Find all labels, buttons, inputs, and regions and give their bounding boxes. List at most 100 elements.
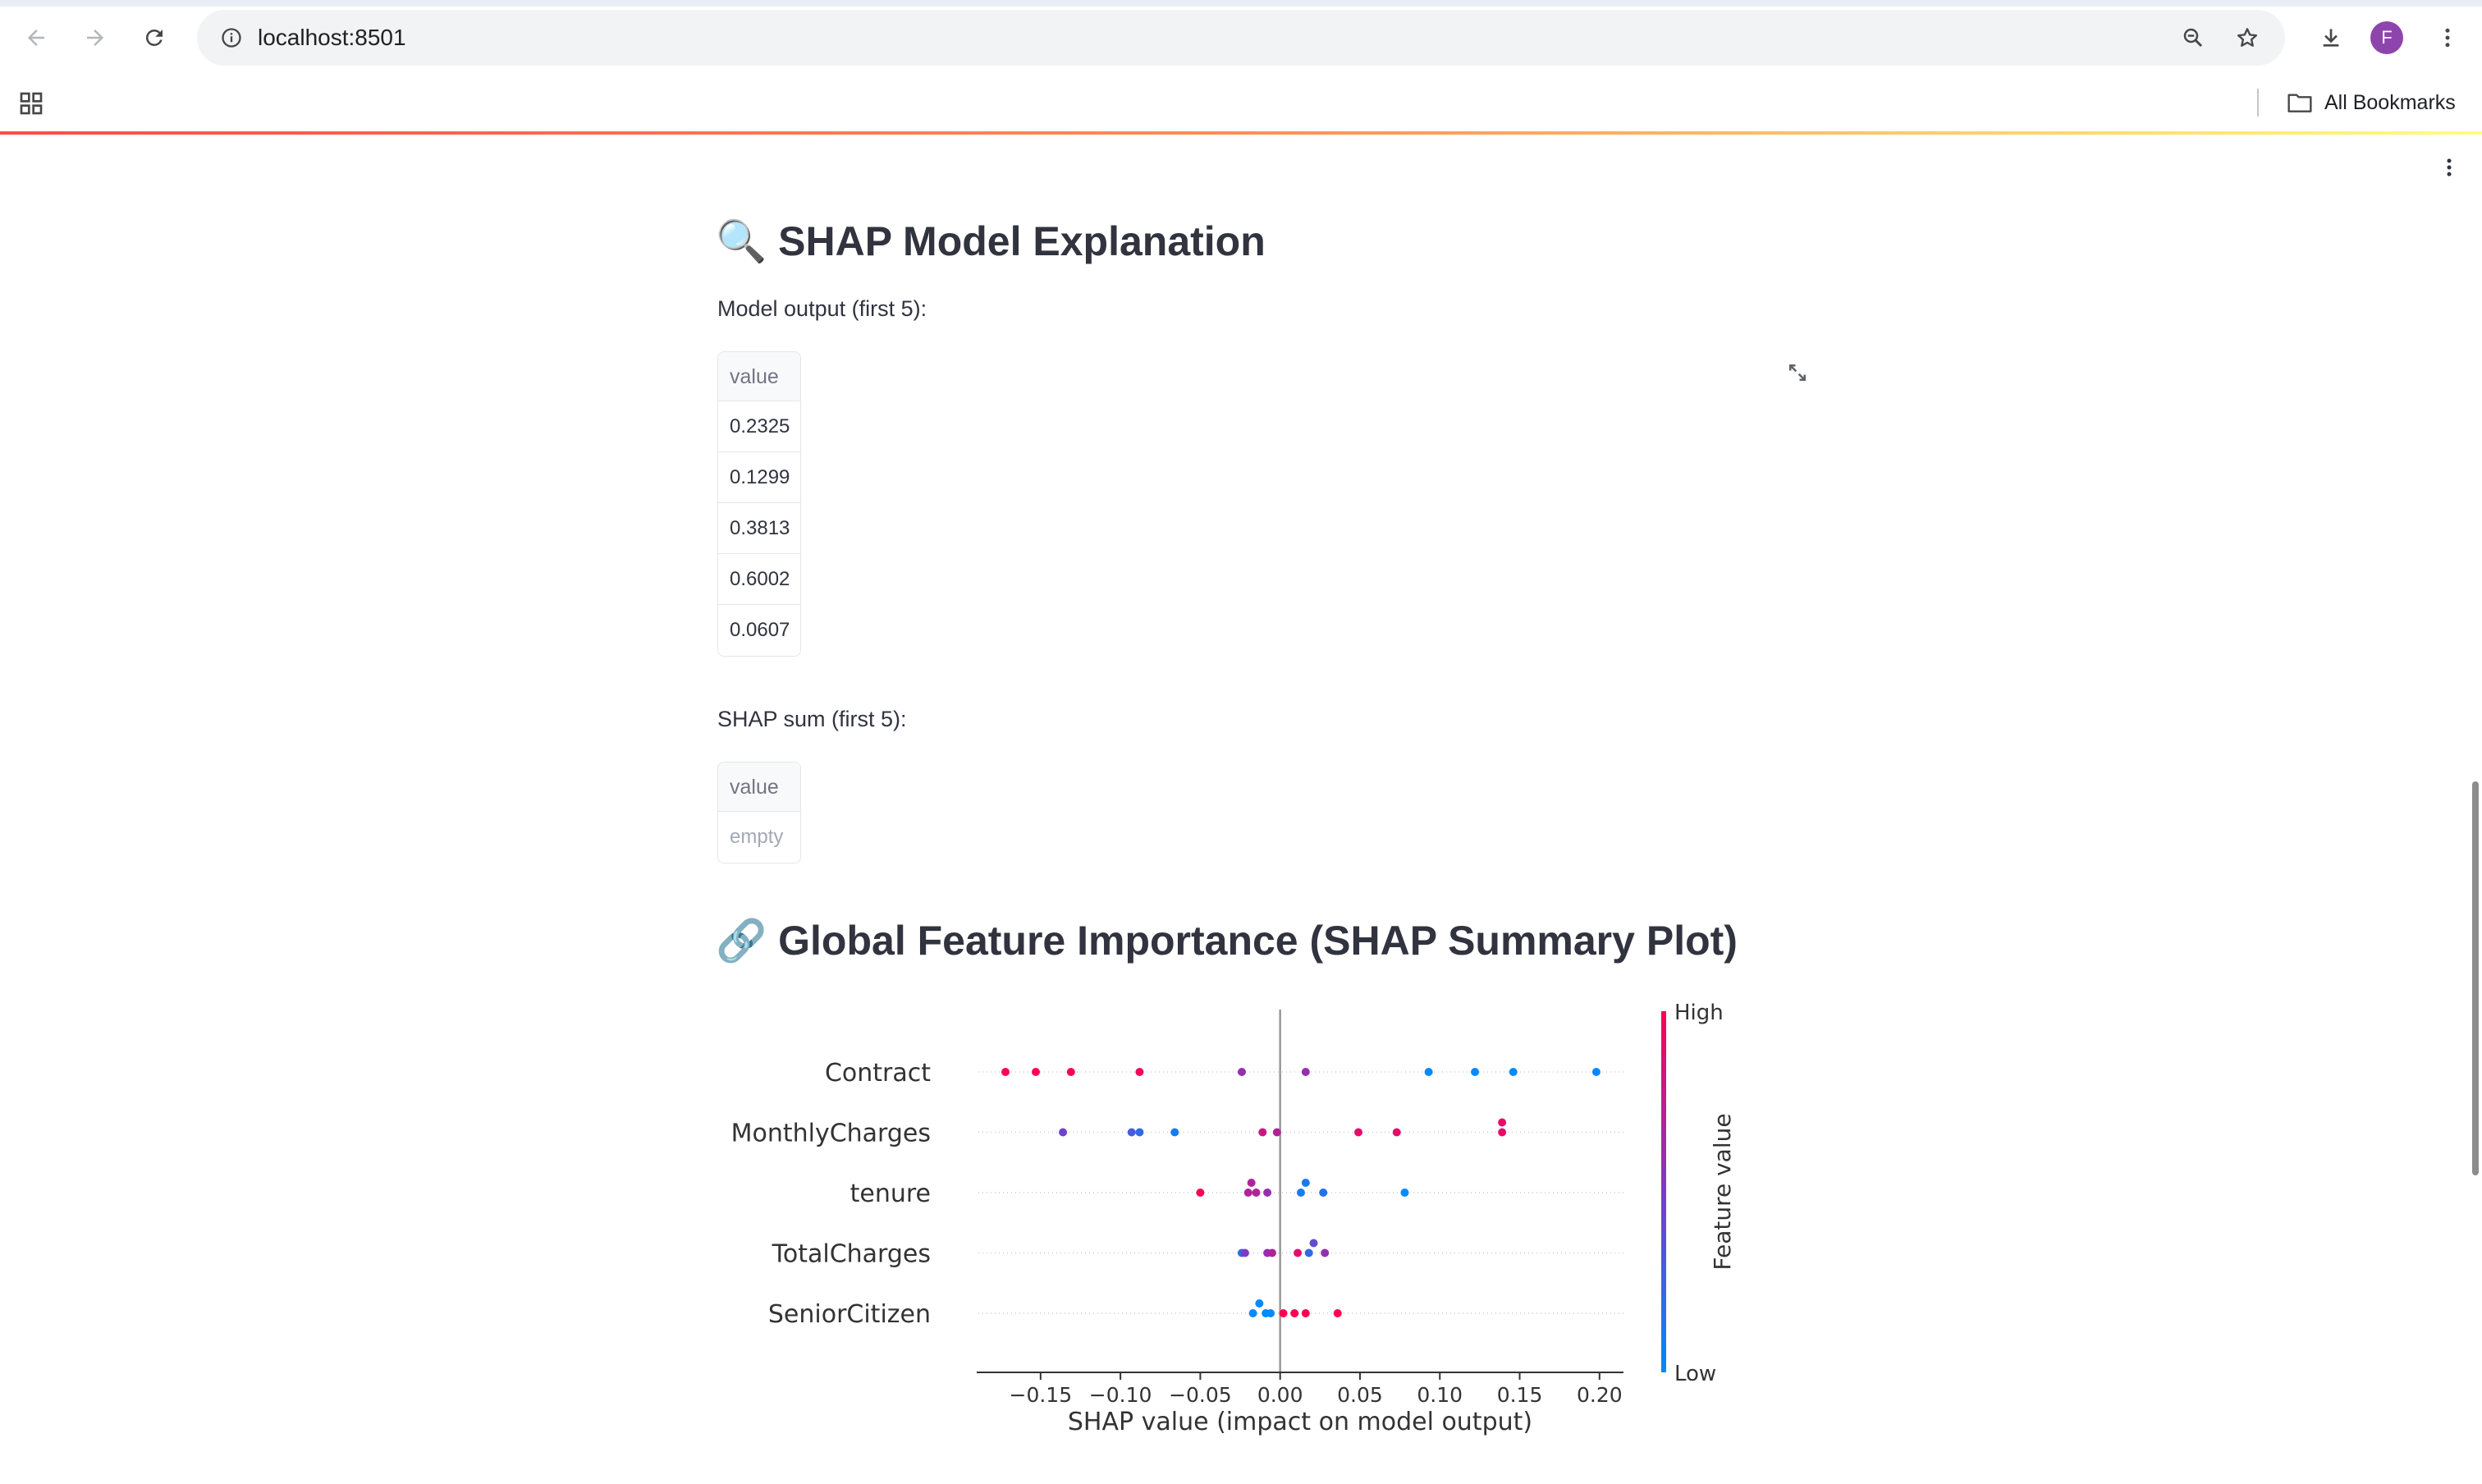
shap-point — [1258, 1128, 1267, 1137]
shap-point — [1354, 1128, 1363, 1137]
shap-point — [1333, 1309, 1342, 1317]
shap-point — [1263, 1189, 1272, 1197]
x-tick-label: 0.05 — [1337, 1383, 1383, 1407]
x-tick-label: 0.20 — [1577, 1383, 1623, 1407]
all-bookmarks-button[interactable]: All Bookmarks — [2287, 85, 2456, 120]
shap-point — [1196, 1189, 1205, 1197]
shap-point — [1290, 1309, 1299, 1317]
zoom-icon[interactable] — [2177, 21, 2210, 54]
browser-menu-button[interactable] — [2428, 18, 2467, 57]
shap-point — [1267, 1248, 1276, 1257]
shap-point — [1301, 1179, 1310, 1187]
model-output-caption: Model output (first 5): — [717, 296, 927, 321]
arrow-right-icon — [87, 30, 103, 46]
shap-point — [1400, 1189, 1409, 1197]
shap-point — [1272, 1128, 1281, 1137]
apps-grid-icon — [20, 92, 43, 115]
url-text[interactable]: localhost:8501 — [258, 25, 406, 50]
table-cell[interactable]: 0.6002 — [718, 554, 800, 605]
shap-point — [1279, 1309, 1288, 1317]
section-title-feature-importance: 🔗 Global Feature Importance (SHAP Summar… — [716, 918, 1738, 964]
x-axis-ticks: −0.15 −0.10 −0.05 0.00 0.05 0.10 0.15 0.20 — [1010, 1372, 1623, 1407]
browser-toolbar: localhost:8501 F All Bookmarks — [0, 0, 2482, 133]
shap-point — [1498, 1128, 1507, 1137]
colorbar-label: Feature value — [1709, 1113, 1736, 1270]
y-axis-feature-labels: Contract MonthlyCharges tenure TotalCharges… — [731, 1059, 932, 1329]
table-cell[interactable]: 0.0607 — [730, 619, 790, 641]
app-decoration-bar — [0, 131, 2482, 135]
shap-point — [1066, 1068, 1075, 1076]
shap-point — [1135, 1068, 1144, 1076]
shap-points — [1001, 1068, 1600, 1317]
expand-icon — [1789, 364, 1806, 381]
shap-point — [1240, 1248, 1249, 1257]
shap-point — [1031, 1068, 1040, 1076]
x-tick-label: −0.10 — [1089, 1383, 1152, 1407]
scrollbar-thumb[interactable] — [2472, 781, 2479, 1175]
x-tick-label: 0.00 — [1257, 1383, 1303, 1407]
more-vertical-icon — [2445, 28, 2450, 48]
downloads-button[interactable] — [2311, 18, 2351, 57]
shap-point — [1237, 1068, 1246, 1076]
feature-label-contract: Contract — [825, 1059, 931, 1088]
shap-point — [1135, 1128, 1144, 1137]
reload-button[interactable] — [135, 18, 174, 57]
colorbar-low-label: Low — [1674, 1362, 1716, 1386]
table-header[interactable]: value — [718, 763, 800, 812]
fullscreen-button[interactable] — [1783, 358, 1812, 387]
app-main-menu-button[interactable] — [2436, 154, 2462, 181]
all-bookmarks-label: All Bookmarks — [2324, 90, 2456, 114]
colorbar — [1661, 1011, 1666, 1372]
colorbar-high-label: High — [1674, 1001, 1724, 1025]
shap-point — [1301, 1309, 1310, 1317]
apps-button[interactable] — [15, 87, 48, 120]
bookmark-separator — [2257, 89, 2259, 117]
address-bar[interactable]: localhost:8501 — [197, 10, 2285, 66]
shap-point — [1304, 1248, 1313, 1257]
shap-point — [1321, 1248, 1330, 1257]
shap-summary-plot: −0.15 −0.10 −0.05 0.00 0.05 0.10 0.15 0.20 Cont… — [706, 985, 1773, 1445]
shap-point — [1309, 1239, 1318, 1248]
shap-point — [1294, 1248, 1303, 1257]
forward-button[interactable] — [76, 18, 115, 57]
feature-label-seniorcitizen: SeniorCitizen — [768, 1300, 931, 1329]
shap-point — [1498, 1118, 1507, 1127]
shap-summary-chart: −0.15 −0.10 −0.05 0.00 0.05 0.10 0.15 0.20 Cont… — [731, 1001, 1736, 1436]
arrow-left-icon — [28, 30, 44, 46]
shap-point — [1247, 1179, 1256, 1187]
table-header[interactable]: value — [718, 352, 800, 401]
site-info-icon[interactable] — [215, 21, 248, 54]
table-cell[interactable]: 0.2325 — [718, 401, 800, 452]
back-button[interactable] — [16, 18, 56, 57]
reload-icon — [145, 29, 163, 46]
feature-label-totalcharges: TotalCharges — [772, 1240, 931, 1269]
table-cell[interactable]: 0.1299 — [718, 452, 800, 503]
window-top-edge — [0, 0, 2482, 7]
shap-point — [1471, 1068, 1480, 1076]
shap-point — [1170, 1128, 1179, 1137]
model-output-table[interactable]: value 0.2325 0.1299 0.3813 0.6002 0.0607 — [717, 351, 801, 657]
x-tick-label: −0.15 — [1010, 1383, 1073, 1407]
more-vertical-icon — [2447, 158, 2452, 176]
bookmark-star-icon[interactable] — [2231, 21, 2264, 54]
shap-point — [1591, 1068, 1600, 1076]
x-tick-label: 0.10 — [1417, 1383, 1463, 1407]
feature-label-tenure: tenure — [850, 1179, 931, 1208]
table-empty-cell: empty — [730, 826, 784, 848]
section-title-shap-explanation: 🔍 SHAP Model Explanation — [716, 218, 1266, 264]
shap-point — [1266, 1309, 1275, 1317]
shap-point — [1252, 1189, 1261, 1197]
shap-point — [1296, 1189, 1305, 1197]
shap-point — [1301, 1068, 1310, 1076]
shap-point — [1248, 1309, 1257, 1317]
shap-point — [1255, 1299, 1264, 1308]
x-tick-label: 0.15 — [1497, 1383, 1543, 1407]
shap-point — [1509, 1068, 1518, 1076]
profile-avatar[interactable]: F — [2370, 21, 2403, 54]
shap-sum-caption: SHAP sum (first 5): — [717, 707, 907, 731]
table-cell[interactable]: 0.3813 — [718, 503, 800, 554]
download-icon — [2323, 29, 2339, 47]
x-axis-label: SHAP value (impact on model output) — [1068, 1408, 1532, 1436]
shap-point — [1059, 1128, 1068, 1137]
shap-sum-table[interactable]: value empty — [717, 762, 801, 863]
